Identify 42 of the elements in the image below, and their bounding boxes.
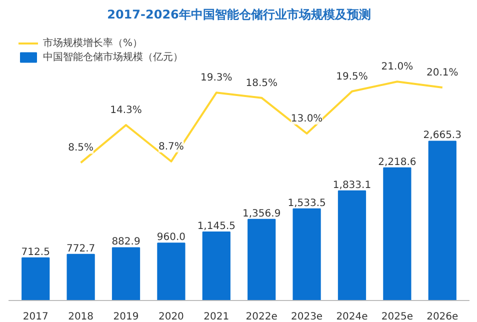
x-tick-label: 2026e bbox=[426, 312, 458, 322]
x-tick-label: 2020 bbox=[158, 312, 184, 322]
data-label: 1,356.9 bbox=[242, 208, 281, 220]
data-label: 14.3% bbox=[110, 105, 142, 116]
data-label: 20.1% bbox=[426, 67, 458, 78]
data-label: 2,665.3 bbox=[423, 130, 462, 142]
x-tick-label: 2018 bbox=[68, 312, 94, 322]
bar bbox=[112, 247, 140, 300]
data-label: 712.5 bbox=[21, 246, 50, 258]
x-tick-label: 2023e bbox=[290, 312, 323, 322]
bar bbox=[157, 242, 186, 300]
data-label: 8.5% bbox=[68, 142, 94, 154]
data-label: 21.0% bbox=[381, 62, 414, 73]
data-label: 1,145.5 bbox=[197, 221, 236, 232]
bar bbox=[22, 257, 50, 300]
bar bbox=[292, 208, 321, 300]
x-tick-label: 2019 bbox=[113, 312, 139, 322]
x-tick-label: 2021 bbox=[204, 312, 230, 322]
data-label: 8.7% bbox=[158, 141, 184, 152]
data-label: 960.0 bbox=[156, 232, 186, 244]
bar bbox=[66, 254, 95, 300]
data-label: 19.3% bbox=[200, 72, 232, 84]
data-label: 1,833.1 bbox=[332, 180, 372, 191]
chart-title: 2017-2026年中国智能仓储行业市场规模及预测 bbox=[107, 8, 371, 22]
x-tick-label: 2017 bbox=[22, 312, 48, 322]
data-label: 772.7 bbox=[66, 243, 96, 254]
data-label: 13.0% bbox=[290, 114, 323, 125]
bar bbox=[338, 190, 366, 300]
data-label: 19.5% bbox=[336, 71, 368, 82]
bar bbox=[202, 232, 230, 300]
bar bbox=[428, 140, 456, 300]
legend-label: 市场规模增长率（%） bbox=[43, 36, 143, 50]
bar bbox=[248, 218, 276, 300]
data-label: 18.5% bbox=[246, 78, 278, 89]
data-label: 2,218.6 bbox=[378, 156, 416, 168]
x-tick-label: 2024e bbox=[336, 312, 368, 322]
bar bbox=[383, 167, 412, 300]
x-tick-label: 2025e bbox=[381, 312, 413, 322]
data-label: 1,533.5 bbox=[288, 198, 326, 209]
legend-label: 中国智能仓储市场规模（亿元） bbox=[43, 50, 183, 64]
data-label: 882.9 bbox=[112, 236, 140, 248]
x-tick-label: 2022e bbox=[246, 312, 278, 322]
